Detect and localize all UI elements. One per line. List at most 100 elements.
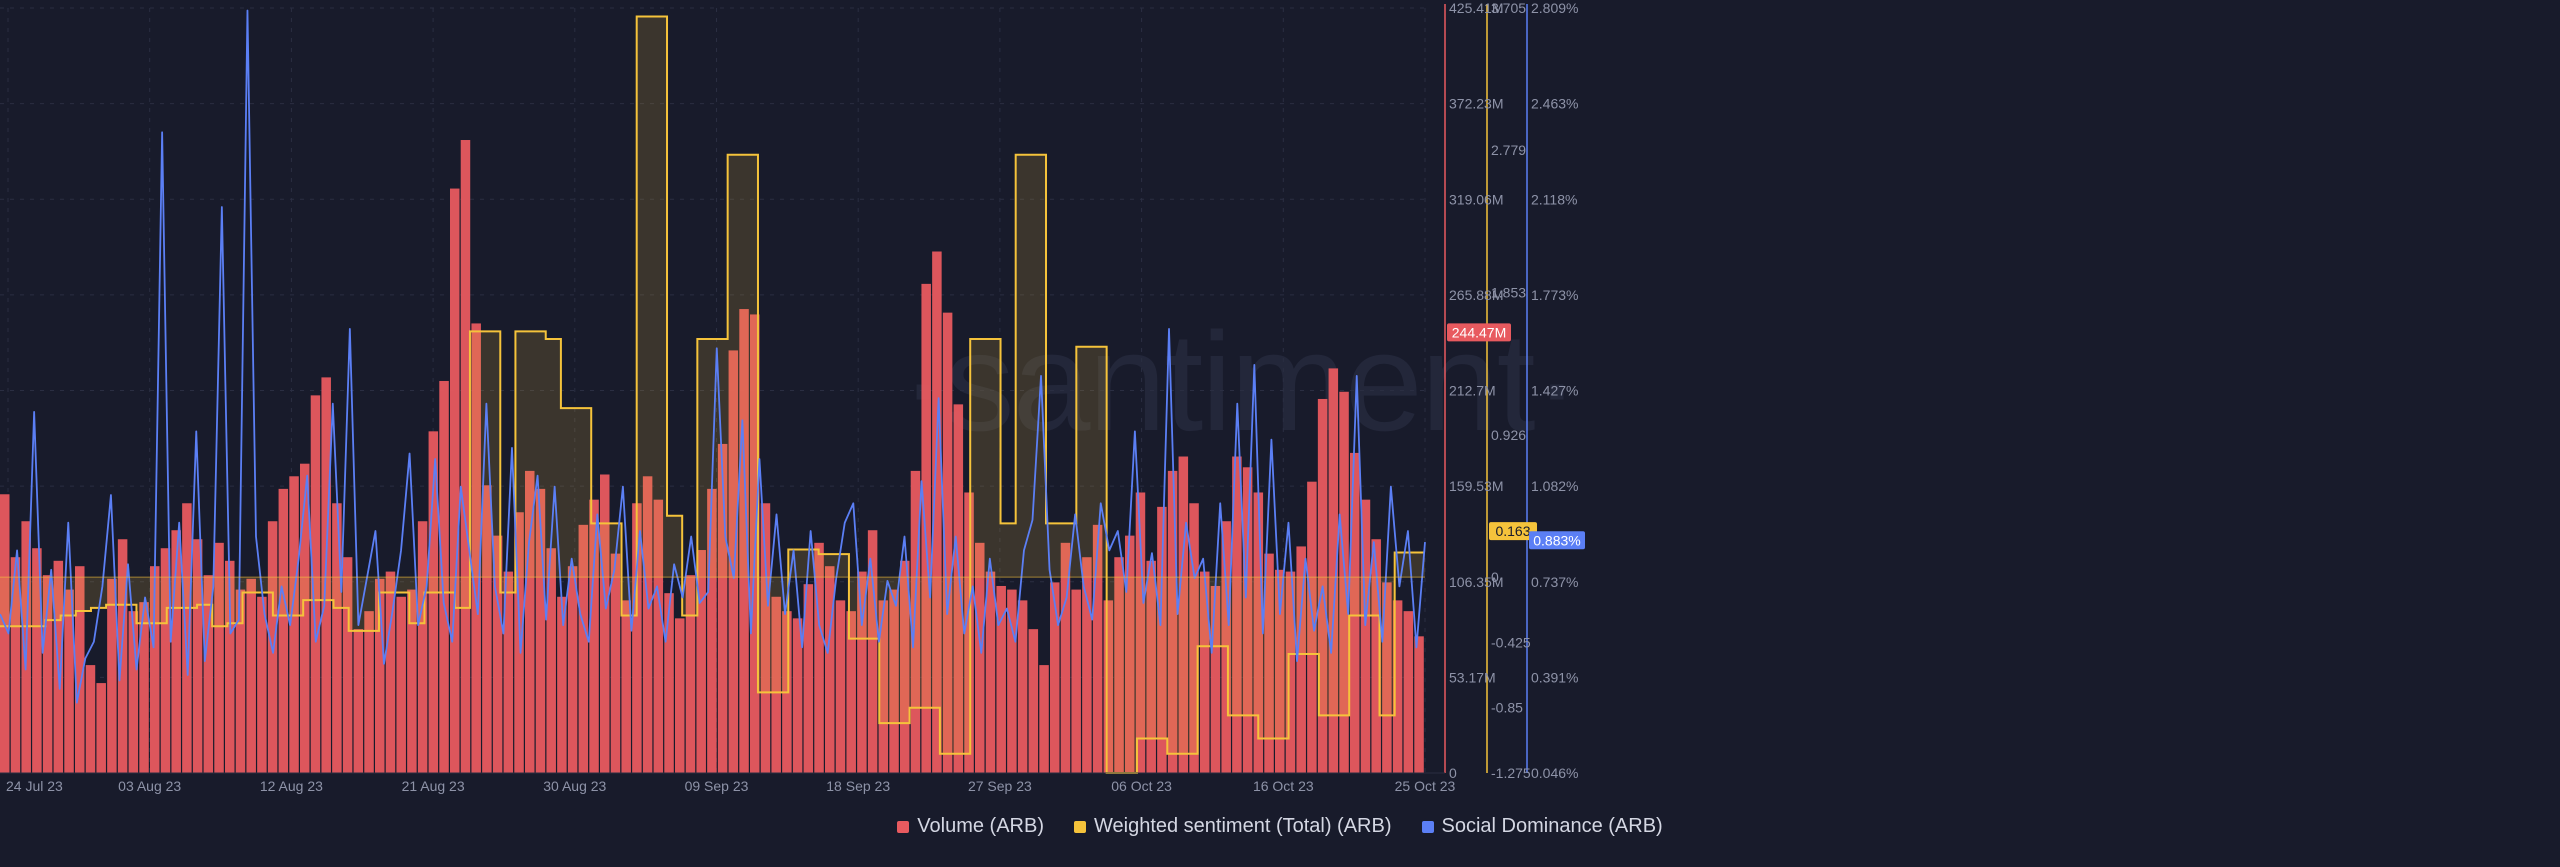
- volume-bar: [1232, 456, 1242, 773]
- volume-bar: [128, 611, 139, 773]
- volume-bar: [1360, 499, 1371, 773]
- social-current-badge: 0.883%: [1529, 531, 1585, 550]
- volume-bar: [1371, 539, 1381, 773]
- volume-tick-label: 372.23M: [1449, 96, 1503, 112]
- volume-bar: [1135, 492, 1146, 773]
- volume-bar: [932, 251, 942, 773]
- volume-bar: [889, 589, 899, 773]
- volume-bar: [728, 350, 739, 773]
- volume-bar: [150, 566, 160, 773]
- volume-bar: [139, 602, 149, 773]
- volume-bar: [996, 585, 1006, 773]
- volume-bar: [900, 560, 910, 773]
- legend: Volume (ARB) Weighted sentiment (Total) …: [0, 815, 2560, 838]
- volume-bar: [857, 571, 867, 773]
- sentiment-current-badge: 0.163: [1489, 522, 1537, 541]
- volume-bar: [0, 494, 10, 773]
- volume-bar: [803, 584, 814, 773]
- volume-bar: [225, 560, 235, 773]
- x-tick-label: 24 Jul 23: [6, 778, 63, 794]
- sentiment-tick-label: -1.275: [1491, 765, 1531, 781]
- volume-bar: [771, 596, 781, 773]
- legend-label-volume: Volume (ARB): [917, 815, 1044, 837]
- volume-bar: [1178, 456, 1189, 773]
- legend-swatch-volume: [897, 820, 910, 833]
- volume-bar: [450, 188, 460, 773]
- volume-bar: [707, 488, 717, 773]
- volume-bar: [300, 463, 310, 773]
- sentiment-tick-label: -0.85: [1491, 700, 1523, 716]
- legend-label-social: Social Dominance (ARB): [1441, 815, 1663, 837]
- volume-bar: [1264, 553, 1274, 773]
- sentiment-line: [0, 15, 1425, 774]
- social-tick-label: 0.046%: [1531, 765, 1578, 781]
- legend-item-social[interactable]: Social Dominance (ARB): [1421, 815, 1663, 838]
- volume-bar: [1146, 560, 1156, 773]
- social-line: [0, 9, 1426, 704]
- volume-bar: [32, 548, 42, 773]
- volume-bar: [557, 596, 567, 773]
- social-current-badge-label: 0.883%: [1533, 532, 1580, 548]
- volume-tick-label: 212.7M: [1449, 383, 1496, 399]
- legend-item-sentiment[interactable]: Weighted sentiment (Total) (ARB): [1073, 815, 1392, 838]
- volume-tick-label: 319.06M: [1449, 191, 1503, 207]
- volume-bar: [814, 542, 824, 773]
- social-dominance-line: [0, 9, 1426, 704]
- volume-bar: [1200, 571, 1210, 773]
- volume-bar: [10, 557, 21, 773]
- volume-bar: [567, 566, 578, 773]
- legend-item-volume[interactable]: Volume (ARB): [897, 815, 1044, 838]
- volume-bar: [867, 530, 878, 773]
- volume-bar: [835, 600, 846, 773]
- volume-bar: [353, 629, 364, 773]
- volume-bar: [975, 542, 985, 773]
- volume-bar: [385, 571, 396, 773]
- volume-bar: [278, 488, 289, 773]
- social-tick-label: 2.809%: [1531, 0, 1578, 16]
- volume-bar: [546, 548, 556, 773]
- volume-bar: [96, 683, 106, 773]
- volume-bar: [332, 503, 342, 773]
- volume-bar: [364, 611, 374, 773]
- volume-bar: [182, 503, 192, 773]
- volume-bar: [417, 521, 428, 773]
- volume-bar: [1285, 571, 1296, 773]
- volume-bar: [964, 492, 974, 773]
- x-tick-label: 21 Aug 23: [402, 778, 465, 794]
- volume-bar: [985, 571, 996, 773]
- volume-bar: [953, 404, 964, 773]
- social-tick-label: 0.737%: [1531, 574, 1578, 590]
- volume-bar: [1403, 611, 1414, 773]
- x-tick-label: 09 Sep 23: [685, 778, 749, 794]
- volume-current-badge-label: 244.47M: [1452, 324, 1506, 340]
- sentiment-tick-label: 0: [1491, 569, 1499, 585]
- volume-bar: [846, 611, 856, 773]
- volume-bar: [610, 553, 621, 773]
- volume-bar: [192, 539, 203, 773]
- volume-bar: [471, 323, 481, 773]
- volume-bar: [696, 550, 706, 773]
- volume-bar: [160, 548, 171, 773]
- volume-bar: [921, 283, 931, 773]
- volume-bar: [1350, 452, 1360, 773]
- volume-bar: [171, 530, 181, 773]
- volume-bar: [1114, 557, 1124, 773]
- x-tick-label: 30 Aug 23: [543, 778, 606, 794]
- volume-bar: [1082, 557, 1092, 773]
- chart-canvas[interactable]: ·santiment· 425.41M372.23M319.06M265.88M…: [0, 0, 2560, 800]
- volume-bar: [578, 524, 589, 773]
- volume-bar: [632, 503, 642, 773]
- x-tick-label: 12 Aug 23: [260, 778, 323, 794]
- volume-bar: [514, 512, 524, 773]
- sentiment-tick-label: 3.705: [1491, 0, 1526, 16]
- volume-bar: [1125, 535, 1135, 773]
- sentiment-tick-label: 2.779: [1491, 142, 1526, 158]
- volume-bar: [675, 618, 685, 773]
- volume-bar: [1382, 582, 1392, 773]
- volume-bar: [878, 600, 889, 773]
- volume-tick-label: 425.41M: [1449, 0, 1503, 16]
- volume-bar: [1328, 368, 1339, 773]
- volume-current-badge: 244.47M: [1447, 323, 1511, 342]
- volume-bar: [492, 535, 503, 773]
- volume-bar: [428, 431, 439, 773]
